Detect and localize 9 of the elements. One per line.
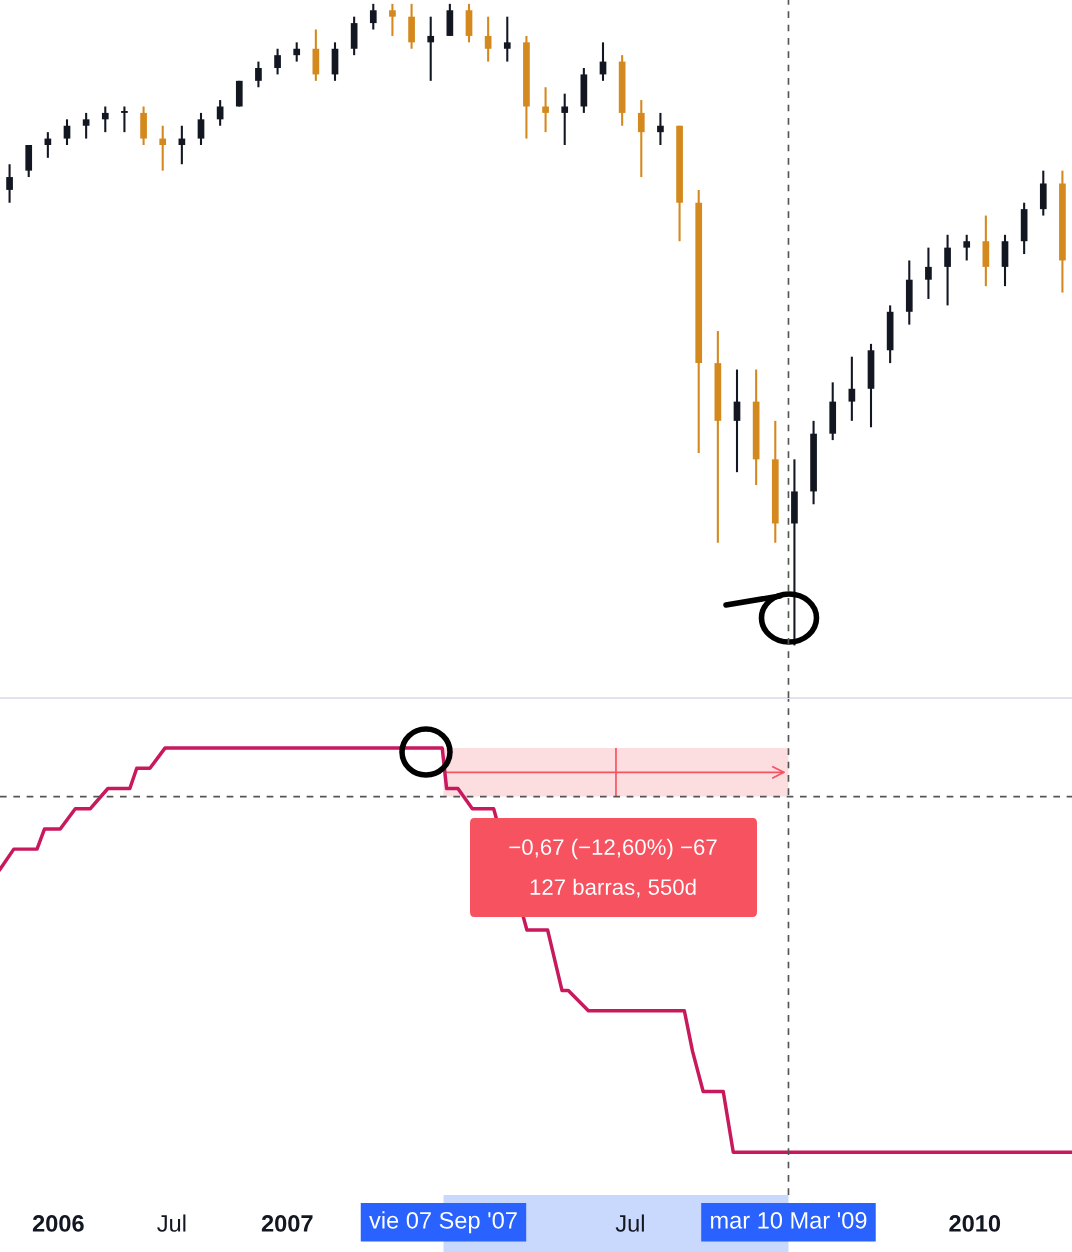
x-tick-label: 2007 [261, 1215, 313, 1232]
ref-line-label: mar 10 Mar '09 [711, 1211, 867, 1229]
x-tick-label: 2006 [32, 1215, 84, 1232]
x-tick-label: 2010 [949, 1215, 1001, 1232]
annotation: −0,67 (−12,60%) −67 [509, 838, 717, 860]
band-label: vie 07 Sep '07 [369, 1211, 517, 1234]
annotation: 127 barras, 550d [530, 878, 696, 898]
x-tick-label: Jul [615, 1214, 644, 1232]
x-tick-label: Jul [157, 1214, 186, 1232]
